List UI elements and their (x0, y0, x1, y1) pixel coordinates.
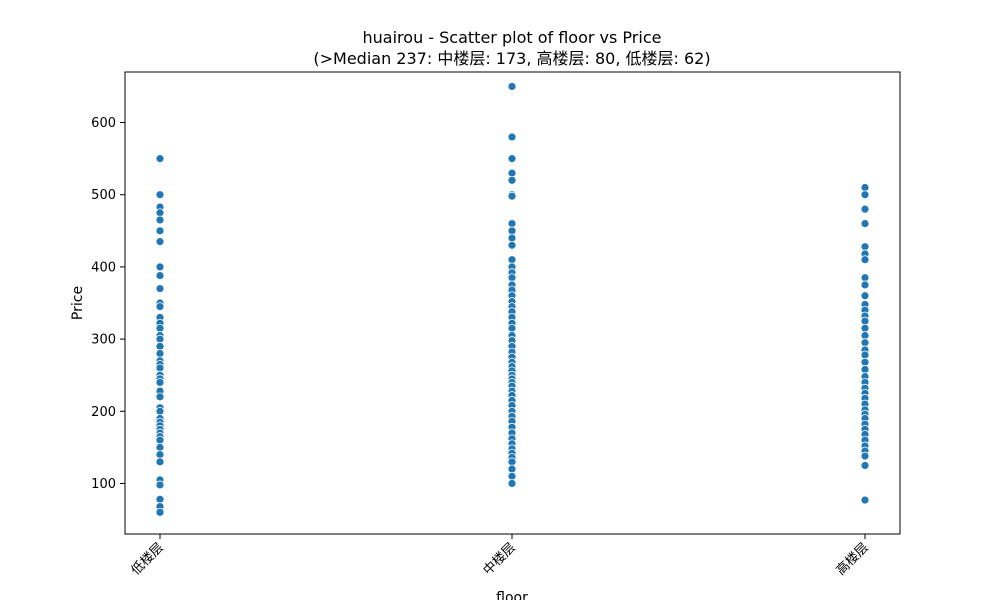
data-point (860, 280, 870, 290)
x-axis-label: floor (496, 590, 528, 600)
y-tick-label: 300 (91, 333, 116, 348)
x-tick-label: 高楼层 (833, 540, 872, 579)
x-tick-label: 低楼层 (129, 540, 167, 578)
data-point (860, 291, 870, 301)
data-point (507, 82, 517, 91)
data-point (155, 323, 165, 333)
data-point (860, 183, 870, 192)
data-point (860, 190, 870, 200)
data-point (507, 457, 517, 467)
y-axis: 100 200 300 400 500 600 (91, 116, 125, 492)
data-point (507, 175, 517, 185)
data-point (860, 461, 870, 470)
data-point (507, 168, 517, 178)
data-point (155, 494, 165, 504)
x-axis: 低楼层 中楼层 高楼层 (129, 534, 872, 578)
y-tick-label: 500 (91, 188, 116, 203)
data-point (155, 262, 165, 272)
data-point (507, 273, 517, 283)
data-point (155, 442, 165, 452)
y-tick-label: 400 (91, 260, 116, 275)
y-tick-label: 100 (91, 477, 116, 492)
data-point (155, 480, 165, 490)
data-point (155, 406, 165, 416)
data-point (860, 204, 870, 214)
data-point (860, 451, 870, 461)
data-point (155, 284, 165, 293)
data-point (860, 273, 870, 283)
data-point (860, 338, 870, 348)
data-point (155, 378, 165, 387)
y-axis-label: Price (70, 286, 86, 320)
data-point (507, 154, 517, 164)
data-point (155, 237, 165, 247)
data-point (155, 334, 165, 344)
data-point (155, 450, 165, 459)
data-point (155, 341, 165, 351)
plot-frame (124, 71, 901, 535)
data-point (860, 323, 870, 333)
data-point (507, 471, 517, 481)
data-point (507, 323, 517, 333)
data-point (507, 226, 517, 236)
data-point (155, 215, 165, 225)
data-point (155, 271, 165, 280)
data-point (155, 435, 165, 445)
data-point (507, 191, 517, 201)
data-point (155, 190, 165, 200)
data-point (860, 495, 870, 505)
data-point (507, 219, 517, 228)
data-point (860, 242, 870, 252)
data-point (860, 331, 870, 340)
data-point (860, 316, 870, 326)
data-point (860, 219, 870, 228)
data-point (155, 392, 165, 402)
points-layer (155, 82, 870, 517)
data-point (860, 255, 870, 265)
data-point (507, 255, 517, 265)
data-point (155, 457, 165, 467)
data-point (155, 507, 165, 517)
data-point (507, 464, 517, 474)
data-point (860, 350, 870, 360)
chart-subtitle: (>Median 237: 中楼层: 173, 高楼层: 80, 低楼层: 62… (313, 49, 710, 68)
data-point (155, 349, 165, 358)
data-point (155, 154, 165, 164)
data-point (860, 365, 870, 374)
data-point (155, 363, 165, 373)
data-point (155, 302, 165, 312)
y-tick-label: 200 (91, 405, 116, 420)
y-tick-label: 600 (91, 116, 116, 131)
chart-title: huairou - Scatter plot of floor vs Price (363, 28, 662, 47)
x-tick-label: 中楼层 (481, 540, 519, 578)
data-point (507, 479, 517, 488)
data-point (507, 233, 517, 243)
data-point (155, 208, 165, 218)
data-point (860, 357, 870, 367)
data-point (155, 226, 165, 236)
data-point (507, 132, 517, 142)
data-point (507, 240, 517, 250)
